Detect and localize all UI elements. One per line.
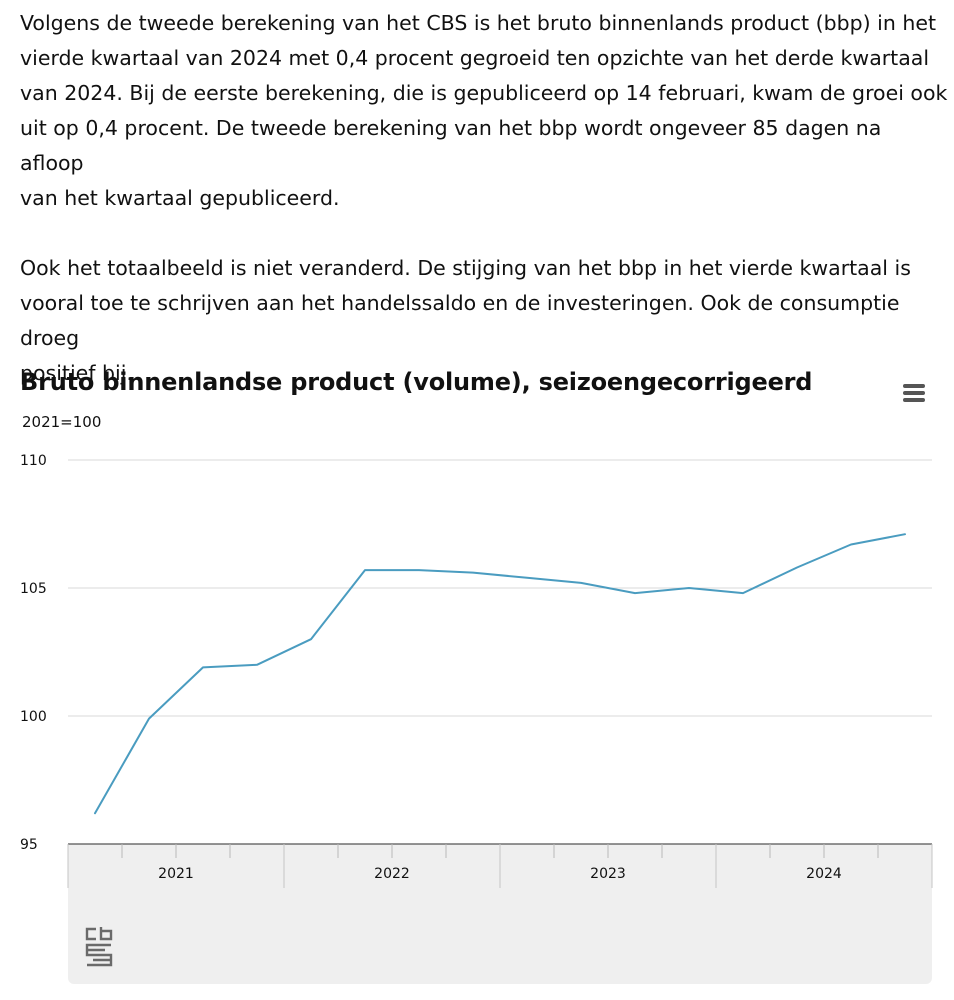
paragraph-1: Volgens de tweede berekening van het CBS… [20,11,948,210]
line-chart: 2021 2022 2023 2024 95 100 105 110 [20,453,933,888]
y-tick-label: 100 [20,709,47,725]
chart-title: Bruto binnenlandse product (volume), sei… [20,368,813,396]
x-tick-label-2024: 2024 [806,866,842,882]
x-tick-label-2023: 2023 [590,866,626,882]
article-text: Volgens de tweede berekening van het CBS… [20,6,950,391]
data-series [94,533,906,815]
y-tick-label: 105 [20,581,47,597]
series-line-0 [94,533,906,815]
y-axis-labels: 95 100 105 110 [20,453,47,853]
paragraph-2: Ook het totaalbeeld is niet veranderd. D… [20,256,911,385]
chart-footer [68,888,932,984]
hamburger-menu-icon [903,384,925,388]
chart-menu-button[interactable] [896,378,932,408]
y-tick-label: 95 [20,837,38,853]
grid-lines [68,459,932,717]
cbs-logo-icon [85,927,113,967]
x-axis: 2021 2022 2023 2024 [67,843,933,888]
x-tick-label-2021: 2021 [158,866,194,882]
chart-subtitle: 2021=100 [22,413,102,431]
x-tick-label-2022: 2022 [374,866,410,882]
y-tick-label: 110 [20,453,47,469]
